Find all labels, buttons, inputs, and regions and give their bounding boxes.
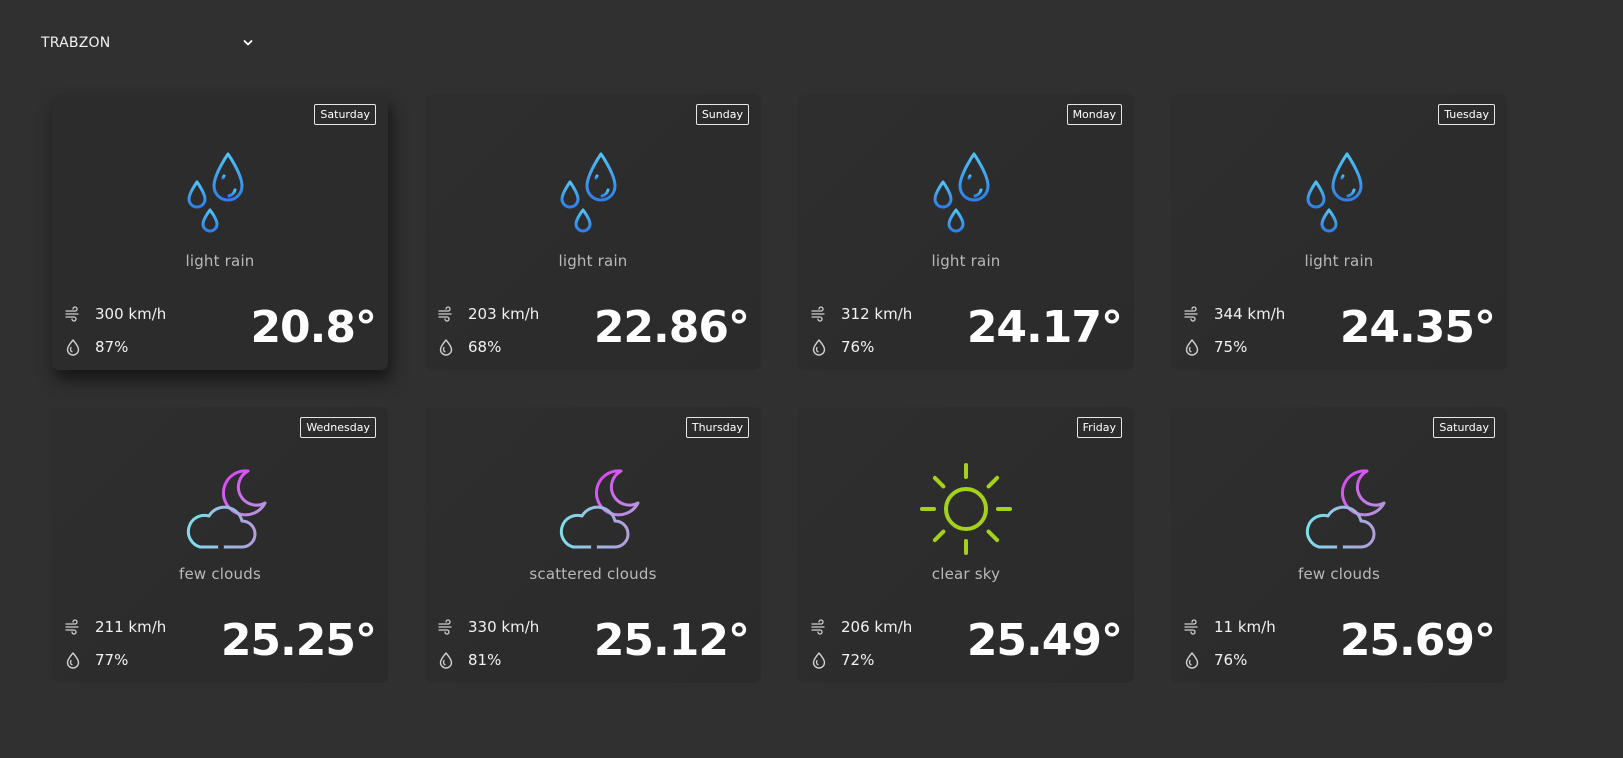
wind-speed: 300 km/h: [95, 305, 167, 323]
humidity-value: 72%: [841, 651, 875, 669]
cloud-moon-icon: [186, 469, 267, 549]
weather-stats: 206 km/h 72%: [810, 617, 912, 683]
weather-description: scattered clouds: [529, 565, 657, 583]
temperature: 22.86°: [593, 302, 750, 353]
day-badge: Sunday: [695, 104, 749, 125]
cloud-moon-icon: [1305, 469, 1386, 549]
wind-icon: [65, 619, 79, 635]
day-badge: Monday: [1066, 104, 1122, 125]
humidity-stat: 75%: [1183, 337, 1285, 357]
day-badge: Wednesday: [300, 417, 376, 438]
weather-description: light rain: [185, 252, 255, 270]
temperature: 25.12°: [593, 615, 750, 666]
weather-description: few clouds: [1298, 565, 1380, 583]
wind-stat: 211 km/h: [64, 617, 166, 637]
forecast-card-6[interactable]: Thursday scattered clouds: [425, 407, 761, 683]
sun-icon: [920, 463, 1012, 555]
wind-stat: 312 km/h: [810, 304, 912, 324]
rain-icon: [187, 152, 244, 233]
forecast-card-4[interactable]: Tuesday light rain: [1171, 94, 1507, 370]
humidity-value: 75%: [1214, 338, 1248, 356]
weather-stats: 211 km/h 77%: [64, 617, 166, 683]
temperature: 24.35°: [1339, 302, 1496, 353]
temperature: 25.49°: [966, 615, 1123, 666]
forecast-card-7[interactable]: Friday clear sky 206 km/h: [798, 407, 1134, 683]
wind-speed: 344 km/h: [1214, 305, 1286, 323]
wind-stat: 344 km/h: [1183, 304, 1285, 324]
forecast-card-5[interactable]: Wednesday few clouds: [52, 407, 388, 683]
weather-stats: 344 km/h 75%: [1183, 304, 1285, 370]
humidity-value: 87%: [95, 338, 129, 356]
city-select[interactable]: TRABZON: [41, 30, 256, 56]
wind-icon: [811, 306, 825, 322]
humidity-drop-icon: [439, 652, 453, 669]
humidity-value: 76%: [1214, 651, 1248, 669]
day-badge: Saturday: [1433, 417, 1495, 438]
humidity-stat: 76%: [1183, 650, 1276, 670]
rain-icon: [560, 152, 617, 233]
wind-icon: [438, 306, 452, 322]
humidity-stat: 87%: [64, 337, 166, 357]
weather-stats: 300 km/h 87%: [64, 304, 166, 370]
wind-speed: 11 km/h: [1214, 618, 1276, 636]
forecast-card-1[interactable]: Saturday light rain: [52, 94, 388, 370]
wind-stat: 330 km/h: [437, 617, 539, 637]
weather-description: light rain: [931, 252, 1001, 270]
wind-stat: 203 km/h: [437, 304, 539, 324]
wind-speed: 203 km/h: [468, 305, 540, 323]
wind-speed: 211 km/h: [95, 618, 167, 636]
wind-icon: [1184, 306, 1198, 322]
humidity-value: 68%: [468, 338, 502, 356]
chevron-down-icon: [243, 40, 253, 46]
humidity-stat: 68%: [437, 337, 539, 357]
temperature: 25.69°: [1339, 615, 1496, 666]
humidity-drop-icon: [1185, 652, 1199, 669]
weather-description: light rain: [558, 252, 628, 270]
forecast-card-2[interactable]: Sunday light rain: [425, 94, 761, 370]
humidity-stat: 77%: [64, 650, 166, 670]
wind-icon: [811, 619, 825, 635]
humidity-drop-icon: [812, 339, 826, 356]
weather-stats: 312 km/h 76%: [810, 304, 912, 370]
weather-stats: 11 km/h 76%: [1183, 617, 1276, 683]
wind-stat: 11 km/h: [1183, 617, 1276, 637]
day-badge: Tuesday: [1438, 104, 1495, 125]
city-select-value: TRABZON: [41, 35, 111, 51]
weather-stats: 203 km/h 68%: [437, 304, 539, 370]
temperature: 20.8°: [250, 302, 377, 353]
humidity-value: 77%: [95, 651, 129, 669]
humidity-drop-icon: [66, 339, 80, 356]
humidity-drop-icon: [812, 652, 826, 669]
wind-stat: 206 km/h: [810, 617, 912, 637]
humidity-drop-icon: [1185, 339, 1199, 356]
humidity-stat: 81%: [437, 650, 539, 670]
wind-icon: [438, 619, 452, 635]
humidity-value: 81%: [468, 651, 502, 669]
wind-speed: 330 km/h: [468, 618, 540, 636]
day-badge: Saturday: [314, 104, 376, 125]
temperature: 25.25°: [220, 615, 377, 666]
wind-icon: [1184, 619, 1198, 635]
wind-stat: 300 km/h: [64, 304, 166, 324]
weather-description: few clouds: [179, 565, 261, 583]
humidity-drop-icon: [439, 339, 453, 356]
weather-stats: 330 km/h 81%: [437, 617, 539, 683]
weather-description: clear sky: [931, 565, 1001, 583]
cloud-moon-icon: [559, 469, 640, 549]
forecast-card-8[interactable]: Saturday few clouds: [1171, 407, 1507, 683]
rain-icon: [1306, 152, 1363, 233]
rain-icon: [933, 152, 990, 233]
day-badge: Thursday: [685, 417, 749, 438]
wind-speed: 312 km/h: [841, 305, 913, 323]
humidity-drop-icon: [66, 652, 80, 669]
humidity-value: 76%: [841, 338, 875, 356]
temperature: 24.17°: [966, 302, 1123, 353]
forecast-card-3[interactable]: Monday light rain: [798, 94, 1134, 370]
humidity-stat: 76%: [810, 337, 912, 357]
wind-speed: 206 km/h: [841, 618, 913, 636]
humidity-stat: 72%: [810, 650, 912, 670]
day-badge: Friday: [1076, 417, 1122, 438]
weather-description: light rain: [1304, 252, 1374, 270]
wind-icon: [65, 306, 79, 322]
